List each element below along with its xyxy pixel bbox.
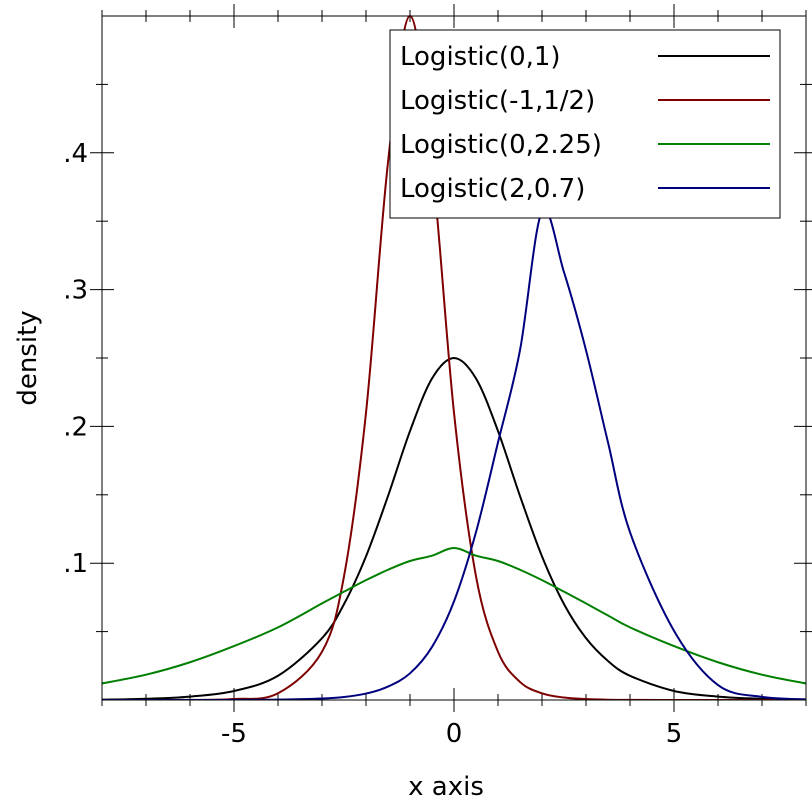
x-tick-label: 5 [666, 719, 683, 749]
legend-box [389, 29, 781, 219]
legend-label: Logistic(0,2.25) [400, 130, 602, 160]
x-tick-labels: -5 0 5 [221, 719, 682, 749]
series-line-2 [102, 547, 806, 685]
y-tick-label: .2 [63, 412, 88, 442]
x-tick-label: 0 [446, 719, 463, 749]
legend-label: Logistic(0,1) [400, 42, 561, 72]
y-axis-title: density [13, 310, 43, 405]
legend-label: Logistic(2,0.7) [400, 174, 585, 204]
y-tick-label: .1 [63, 549, 88, 579]
x-axis-title: x axis [408, 772, 484, 802]
y-tick-labels: .1 .2 .3 .4 [63, 139, 88, 579]
y-tick-label: .3 [63, 276, 88, 306]
legend-label: Logistic(-1,1/2) [400, 86, 595, 116]
series-line-0 [102, 356, 806, 700]
y-tick-label: .4 [63, 139, 88, 169]
legend: Logistic(0,1) Logistic(-1,1/2) Logistic(0,… [389, 29, 781, 219]
x-tick-label: -5 [221, 719, 247, 749]
plot-frame [101, 15, 807, 701]
